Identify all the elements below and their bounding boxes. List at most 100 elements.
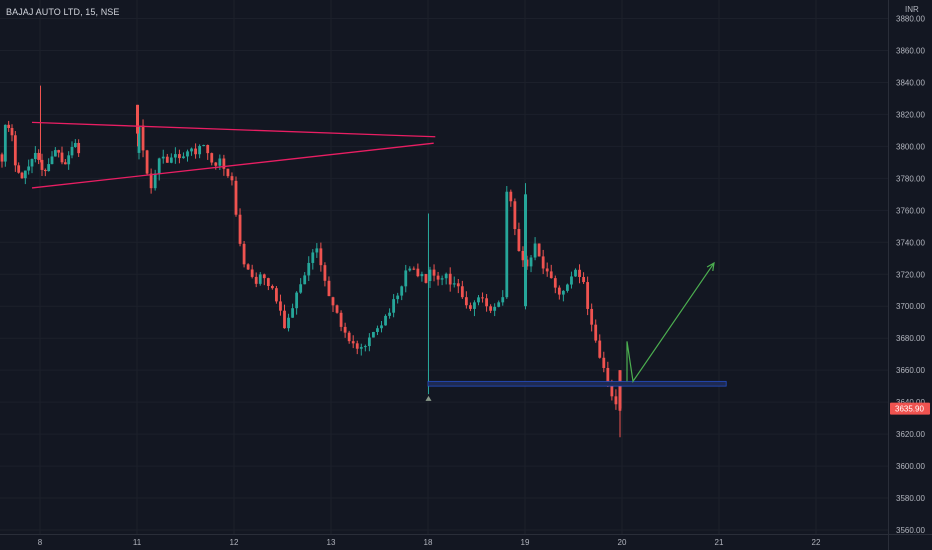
price-tick-label: 3580.00 bbox=[896, 494, 925, 503]
candle-body bbox=[315, 248, 319, 253]
candle-body bbox=[412, 268, 416, 270]
price-tick-label: 3800.00 bbox=[896, 142, 925, 151]
projection-arrow-head bbox=[706, 261, 715, 272]
candle-body bbox=[566, 284, 569, 291]
trendline-lower bbox=[31, 142, 434, 189]
candle-body bbox=[182, 156, 185, 159]
price-tick-label: 3740.00 bbox=[896, 238, 925, 247]
candle-body bbox=[537, 243, 541, 257]
candle-body bbox=[432, 269, 436, 276]
candle-body bbox=[53, 150, 57, 157]
candle-body bbox=[578, 269, 581, 277]
candle-body bbox=[210, 153, 214, 163]
support-zone bbox=[427, 380, 727, 387]
candle-body bbox=[602, 357, 606, 368]
candle-body bbox=[73, 142, 77, 147]
price-tick-label: 3700.00 bbox=[896, 302, 925, 311]
candle-body bbox=[513, 201, 517, 230]
candle-body bbox=[145, 150, 149, 174]
candle-body bbox=[574, 269, 577, 277]
candle-body bbox=[291, 308, 294, 318]
candle-body bbox=[469, 305, 472, 309]
time-tick-label: 8 bbox=[38, 538, 43, 547]
candle-body bbox=[545, 268, 549, 272]
candle-body bbox=[47, 164, 51, 172]
time-tick-label: 22 bbox=[812, 538, 821, 547]
candle-body bbox=[157, 158, 161, 174]
candle-body bbox=[178, 154, 181, 159]
price-tick-label: 3560.00 bbox=[896, 526, 925, 535]
candle-body bbox=[169, 157, 173, 163]
candle-body bbox=[17, 165, 21, 173]
candle-body bbox=[509, 191, 513, 202]
candle-body bbox=[0, 154, 4, 162]
projection-arrow-path bbox=[626, 262, 715, 383]
candle-body bbox=[460, 286, 464, 298]
candle-body bbox=[246, 264, 250, 270]
candle-body bbox=[355, 343, 359, 349]
candle-body bbox=[436, 275, 440, 280]
price-tick-label: 3840.00 bbox=[896, 78, 925, 87]
candle-body bbox=[335, 305, 339, 313]
candle-body bbox=[40, 159, 44, 170]
candle-body bbox=[323, 265, 327, 281]
candle-body bbox=[416, 268, 420, 277]
candle-body bbox=[234, 180, 238, 215]
candle-body bbox=[610, 385, 614, 397]
candle-body bbox=[149, 173, 153, 189]
candle-body bbox=[473, 302, 476, 309]
time-tick-label: 18 bbox=[424, 538, 433, 547]
candle-body bbox=[444, 273, 448, 279]
candle-body bbox=[141, 125, 145, 151]
candle-body bbox=[7, 124, 11, 128]
candle-body bbox=[198, 145, 202, 155]
candle-body bbox=[456, 283, 460, 287]
candle-body bbox=[408, 268, 412, 271]
candle-body bbox=[541, 256, 545, 269]
candle-body bbox=[448, 273, 452, 285]
candle-body bbox=[561, 290, 565, 295]
candle-body bbox=[553, 278, 557, 288]
candle-body bbox=[590, 308, 594, 325]
candle-body bbox=[137, 125, 141, 153]
current-price-badge bbox=[890, 402, 930, 415]
currency-label: INR bbox=[905, 5, 919, 14]
candle-body bbox=[238, 214, 242, 244]
price-tick-label: 3660.00 bbox=[896, 366, 925, 375]
candle-body bbox=[57, 150, 61, 153]
candle-body bbox=[77, 142, 81, 154]
candle-body bbox=[351, 341, 355, 344]
candle-body bbox=[194, 148, 197, 155]
time-tick-label: 20 bbox=[618, 538, 627, 547]
candle-body bbox=[10, 127, 14, 136]
candle-body bbox=[13, 135, 17, 166]
candles-layer bbox=[0, 85, 622, 438]
grid-layer bbox=[0, 0, 888, 534]
time-tick-label: 13 bbox=[327, 538, 336, 547]
symbol-title: BAJAJ AUTO LTD, 15, NSE bbox=[6, 7, 120, 17]
candle-body bbox=[372, 331, 375, 338]
candle-body bbox=[533, 243, 537, 258]
candle-body bbox=[250, 269, 254, 277]
candle-body bbox=[173, 154, 177, 158]
time-tick-label: 21 bbox=[715, 538, 724, 547]
candle-body bbox=[275, 288, 278, 302]
candle-body bbox=[43, 169, 47, 172]
candle-body bbox=[319, 248, 323, 266]
candle-body bbox=[20, 172, 24, 179]
candle-body bbox=[307, 262, 311, 276]
candle-body bbox=[392, 299, 396, 313]
candle-body bbox=[3, 124, 7, 162]
time-tick-label: 19 bbox=[521, 538, 530, 547]
price-tick-label: 3720.00 bbox=[896, 270, 925, 279]
candle-body bbox=[222, 158, 226, 169]
candle-body bbox=[343, 326, 347, 333]
candle-body bbox=[23, 170, 27, 179]
price-tick-label: 3640.00 bbox=[896, 398, 925, 407]
candle-body bbox=[295, 292, 299, 309]
candle-body bbox=[606, 367, 610, 386]
candle-body bbox=[60, 152, 64, 163]
candle-body bbox=[614, 396, 618, 405]
